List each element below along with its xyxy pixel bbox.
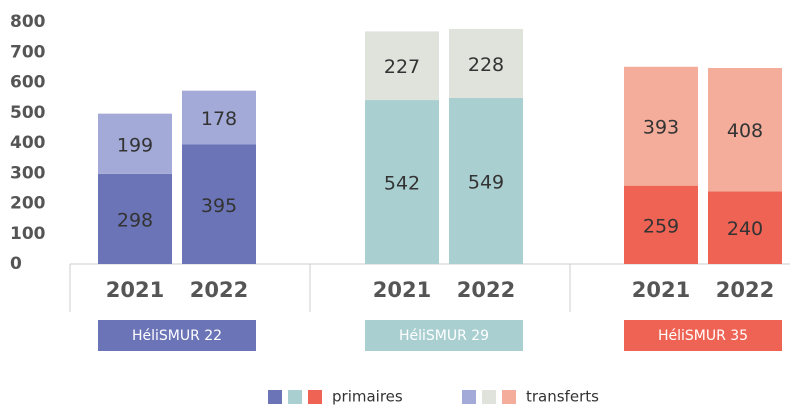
legend-swatch <box>502 390 516 404</box>
value-label: 228 <box>468 54 504 76</box>
value-label: 259 <box>643 215 679 237</box>
x-tick-label: 2022 <box>190 278 248 302</box>
y-tick-label: 700 <box>10 42 46 62</box>
x-tick-label: 2021 <box>373 278 431 302</box>
legend-swatch <box>288 390 302 404</box>
value-label: 542 <box>384 173 420 195</box>
value-label: 298 <box>117 209 153 231</box>
group-label: HéliSMUR 22 <box>132 328 222 344</box>
group-label-box <box>365 320 523 351</box>
bar-segment <box>624 66 698 186</box>
group-label-box <box>98 320 256 351</box>
bar-segment <box>708 191 782 264</box>
legend-label: transferts <box>526 388 599 406</box>
y-tick-label: 300 <box>10 163 46 183</box>
bar-segment <box>624 185 698 264</box>
value-label: 393 <box>643 117 679 139</box>
value-label: 549 <box>468 171 504 193</box>
bar-segment <box>182 144 256 264</box>
value-label: 408 <box>727 120 763 142</box>
y-tick-label: 200 <box>10 194 46 214</box>
bar-segment <box>182 90 256 145</box>
value-label: 178 <box>201 108 237 130</box>
bar-segment <box>98 173 172 264</box>
legend-label: primaires <box>332 388 403 406</box>
legend-swatch <box>268 390 282 404</box>
legend-swatch <box>482 390 496 404</box>
legend-swatch <box>462 390 476 404</box>
value-label: 395 <box>201 195 237 217</box>
x-tick-label: 2021 <box>632 278 690 302</box>
bar-segment <box>449 28 523 98</box>
y-tick-label: 100 <box>10 224 46 244</box>
y-tick-label: 600 <box>10 73 46 93</box>
y-tick-label: 500 <box>10 103 46 123</box>
group-label: HéliSMUR 35 <box>658 328 748 344</box>
value-label: 227 <box>384 56 420 78</box>
x-tick-label: 2022 <box>457 278 515 302</box>
y-tick-label: 800 <box>10 12 46 32</box>
y-tick-label: 0 <box>10 254 22 274</box>
x-tick-label: 2021 <box>106 278 164 302</box>
bar-segment <box>98 113 172 174</box>
bar-segment <box>708 67 782 192</box>
x-tick-label: 2022 <box>716 278 774 302</box>
y-tick-label: 400 <box>10 133 46 153</box>
value-label: 199 <box>117 134 153 156</box>
group-label: HéliSMUR 29 <box>399 328 489 344</box>
group-label-box <box>624 320 782 351</box>
bar-segment <box>365 31 439 101</box>
bar-segment <box>449 97 523 265</box>
value-label: 240 <box>727 218 763 240</box>
bar-segment <box>365 100 439 264</box>
legend-swatch <box>308 390 322 404</box>
